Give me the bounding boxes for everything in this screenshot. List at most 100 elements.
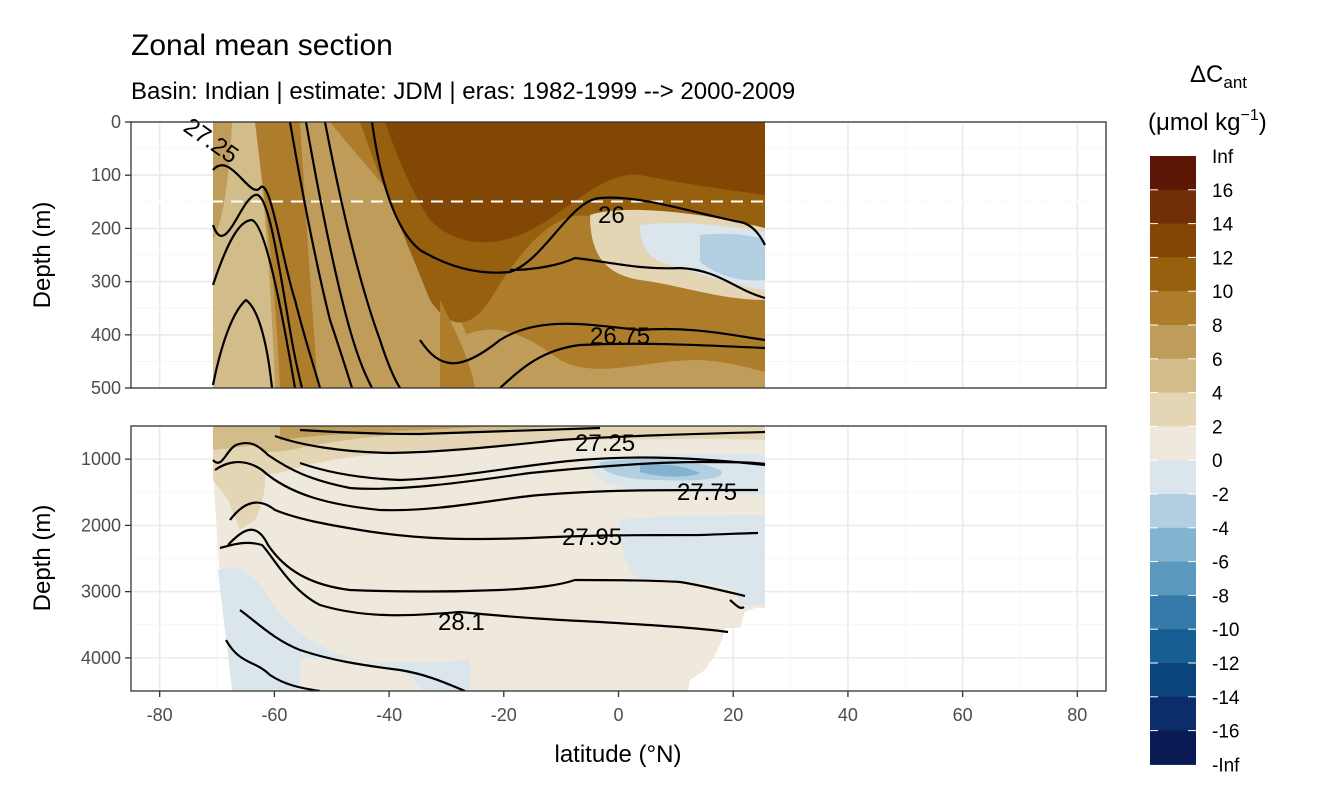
x-tick-label: 40 [838,705,858,725]
x-tick-label: 60 [953,705,973,725]
contour-label-upper-1: 26 [598,202,625,229]
contour-lower-k [729,599,745,609]
legend-unit-text: (μmol kg [1148,109,1241,136]
lower-filled-field [212,426,766,691]
contour-lower-i [225,639,321,691]
field-surface-max [385,122,765,243]
legend-labels: Inf 16 14 12 10 8 6 4 2 0 -2 -4 -6 -8 -10 -12 -14 -16 -Inf [1212,147,1240,776]
legend-label: -16 [1212,722,1239,743]
lower-y-axis: 1000 2000 3000 4000 [81,449,131,668]
field-lower-south-patch [213,445,266,530]
legend-swatch [1150,426,1196,461]
legend-swatch [1150,189,1196,225]
y-tick-label: 400 [91,325,121,345]
contour-28-1 [219,541,729,634]
contour-upper-5 [288,122,354,388]
upper-y-axis: 0 100 200 300 400 500 [91,112,131,398]
legend-unit-close: ) [1259,109,1267,136]
legend-swatch [1150,730,1196,765]
x-tick-label: -40 [376,705,402,725]
contour-label-lower-3: 28.1 [438,609,485,636]
legend-label: 8 [1212,316,1223,337]
legend-label: 0 [1212,451,1223,472]
legend-swatch [1150,696,1196,732]
legend-label: 10 [1212,282,1233,303]
contour-lower-f [299,426,601,436]
legend-swatch [1150,392,1196,427]
chart-title: Zonal mean section [131,29,393,62]
contour-upper-11 [499,342,766,388]
legend-swatch [1150,325,1196,360]
field-equatorial-negative [700,233,765,281]
x-tick-label: -80 [147,705,173,725]
upper-density-contours [211,122,766,388]
upper-panel-border [130,121,1107,389]
x-axis-title: latitude (°N) [555,741,682,768]
legend-label: 2 [1212,417,1223,438]
contour-label-upper-2: 26.75 [590,323,650,350]
x-tick-label: 0 [613,705,623,725]
upper-y-axis-title: Depth (m) [29,202,56,309]
legend-swatch [1150,663,1196,698]
contour-upper-3 [211,298,274,388]
contour-label-lower-1: 27.75 [677,479,737,506]
legend-label: -12 [1212,654,1239,675]
legend-label: -4 [1212,519,1229,540]
field-south-edge [213,122,232,240]
y-tick-label: 100 [91,165,121,185]
legend-label: -6 [1212,553,1229,574]
legend-title-main: ΔC [1190,61,1223,88]
field-deep-sliver [440,300,475,388]
field-lower-abyssal-zero [218,567,470,691]
lower-y-axis-title: Depth (m) [29,505,56,612]
legend-swatch [1150,629,1196,664]
y-tick-label: 2000 [81,515,121,535]
legend-label: -14 [1212,688,1240,709]
legend-swatch [1150,561,1196,596]
contour-26-75 [419,322,766,365]
contour-lower-j [239,609,466,691]
upper-filled-field [131,122,1106,388]
legend-label: 12 [1212,248,1233,269]
y-tick-label: 500 [91,378,121,398]
colorbar-legend: ΔCant (μmol kg−1) Inf 16 14 12 10 8 6 4 2 0 -2 -4 -6… [1148,61,1267,776]
legend-swatch [1150,527,1196,563]
y-tick-label: 200 [91,218,121,238]
y-tick-label: 1000 [81,449,121,469]
field-lower-upperband [280,426,500,440]
y-tick-label: 4000 [81,648,121,668]
legend-swatch [1150,595,1196,630]
legend-swatch [1150,156,1196,191]
legend-label: 4 [1212,384,1223,405]
legend-label: 6 [1212,350,1223,371]
contour-lower-h [227,528,746,598]
legend-title-subscript: ant [1223,73,1247,92]
contour-label-lower-2: 27.95 [562,524,622,551]
x-tick-label: 80 [1067,705,1087,725]
legend-label: -8 [1212,586,1229,607]
y-tick-label: 0 [111,112,121,132]
lower-panel: 27.25 27.75 27.95 28.1 1000200030004000 … [29,425,1107,692]
contour-upper-2 [211,218,297,388]
legend-label: -Inf [1212,755,1240,776]
contour-26 [370,122,766,274]
contour-27-95 [229,501,759,541]
legend-swatch [1150,257,1196,292]
contour-lower-a [212,441,766,490]
chart-subtitle: Basin: Indian | estimate: JDM | eras: 19… [131,78,795,105]
legend-unit-superscript: −1 [1241,107,1259,124]
legend-unit: (μmol kg−1) [1148,107,1267,136]
legend-swatch [1150,460,1196,495]
contour-upper-7 [323,122,401,388]
legend-label: -2 [1212,485,1229,506]
y-tick-label: 3000 [81,582,121,602]
legend-swatch [1150,358,1196,394]
contour-27-75 [214,460,758,512]
field-deep-band-upper [455,329,765,388]
x-tick-label: -60 [261,705,287,725]
lower-contour-labels: 27.25 27.75 27.95 28.1 [438,430,737,636]
legend-label: 16 [1212,181,1233,202]
legend-label: Inf [1212,147,1234,168]
